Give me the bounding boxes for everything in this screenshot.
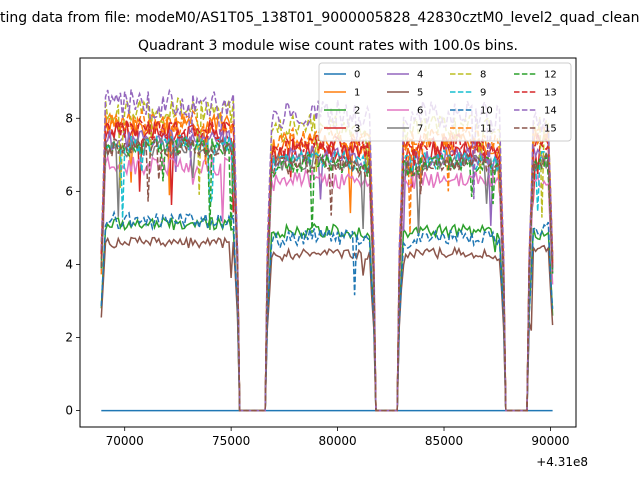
- y-axis: 0 2 4 6 8: [65, 111, 80, 418]
- series-line-12: [100, 136, 554, 412]
- legend-label-4: 4: [417, 70, 423, 81]
- legend-label-13: 13: [544, 88, 557, 99]
- legend-label-1: 1: [354, 88, 360, 99]
- legend-label-9: 9: [480, 88, 486, 99]
- legend-label-14: 14: [544, 106, 557, 117]
- legend-box: [318, 62, 572, 142]
- series-line-13: [100, 117, 554, 412]
- legend-label-6: 6: [417, 106, 423, 117]
- y-tick-label: 4: [65, 257, 73, 271]
- legend-label-0: 0: [354, 70, 360, 81]
- legend-label-5: 5: [417, 88, 423, 99]
- x-tick-label: 90000: [531, 434, 569, 448]
- y-tick-label: 8: [65, 111, 73, 125]
- x-tick-label: 85000: [425, 434, 463, 448]
- series-line-10: [100, 210, 554, 412]
- legend-label-11: 11: [480, 124, 493, 135]
- axes-frame: [79, 57, 577, 428]
- x-tick-label: 75000: [212, 434, 250, 448]
- series-line-2: [100, 215, 554, 412]
- x-offset-label: +4.31e8: [536, 455, 588, 469]
- legend-label-3: 3: [354, 124, 360, 135]
- series-line-4: [100, 129, 554, 412]
- series-line-6: [100, 154, 554, 412]
- y-tick-label: 0: [65, 404, 73, 418]
- legend-label-8: 8: [480, 70, 486, 81]
- series-line-5: [100, 235, 554, 412]
- series-line-15: [100, 135, 554, 412]
- chart-title: Quadrant 3 module wise count rates with …: [138, 38, 518, 54]
- legend-label-10: 10: [480, 106, 493, 117]
- y-tick-label: 2: [65, 330, 73, 344]
- legend-label-15: 15: [544, 124, 557, 135]
- y-tick-label: 6: [65, 184, 73, 198]
- figure-suptitle: Plotting data from file: modeM0/AS1T05_1…: [0, 10, 640, 26]
- legend-label-2: 2: [354, 106, 360, 117]
- x-tick-label: 80000: [318, 434, 356, 448]
- x-axis: 70000 75000 80000 85000 90000: [106, 427, 570, 448]
- legend-label-12: 12: [544, 70, 557, 81]
- legend-label-7: 7: [417, 124, 423, 135]
- x-tick-label: 70000: [106, 434, 144, 448]
